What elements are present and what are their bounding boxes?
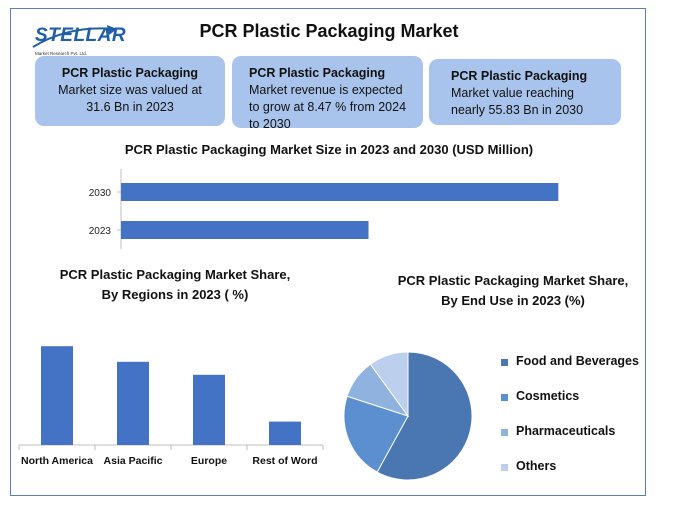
bar-europe (193, 374, 225, 445)
card-heading: PCR Plastic Packaging (451, 69, 588, 83)
legend-label: Pharmaceuticals (516, 424, 616, 438)
pie-slice-cosmetics (343, 395, 409, 473)
regions-chart-title-line1: PCR Plastic Packaging Market Share, (59, 267, 291, 282)
x-tick-label: Europe (191, 455, 227, 467)
end-use-pie-chart (343, 351, 473, 481)
card-text: Market value reaching nearly 55.83 Bn in… (451, 86, 584, 117)
card-text: Market revenue is expected to grow at 8.… (249, 83, 407, 131)
regions-chart-title: PCR Plastic Packaging Market Share, By R… (25, 265, 325, 305)
pie-slice-food-and-beverages (376, 351, 473, 481)
logo-swoosh-icon (32, 25, 117, 48)
logo-subtext: Market Research Pvt. Ltd. (35, 51, 88, 56)
pie-slice-others (369, 351, 409, 418)
bar-2023 (121, 221, 369, 239)
card-heading: PCR Plastic Packaging (61, 66, 199, 80)
x-tick-label: Rest of Word (252, 455, 317, 467)
bar-north-america (41, 346, 73, 445)
regions-chart-title-line2: By Regions in 2023 ( %) (101, 287, 249, 302)
legend-label: Others (516, 459, 557, 473)
legend-swatch (501, 464, 508, 471)
market-size-chart-title: PCR Plastic Packaging Market Size in 202… (124, 142, 534, 157)
page-title: PCR Plastic Packaging Market (199, 21, 459, 41)
end-use-chart-title: PCR Plastic Packaging Market Share, By E… (363, 271, 663, 311)
bar-asia-pacific (117, 361, 149, 445)
legend-swatch (501, 429, 508, 436)
info-card-market-value: PCR Plastic Packaging Market value reach… (429, 59, 621, 125)
bar-2030 (121, 183, 559, 201)
info-card-growth: PCR Plastic Packaging Market revenue is … (232, 56, 423, 131)
y-tick-label-2023: 2023 (89, 226, 112, 237)
logo-text: STELLAR (35, 25, 127, 46)
legend-label: Food and Beverages (516, 354, 639, 368)
infographic-frame: STELLAR Market Research Pvt. Ltd. PCR Pl… (10, 8, 646, 496)
end-use-chart-title-line2: By End Use in 2023 (%) (441, 293, 585, 308)
legend-swatch (501, 359, 508, 366)
card-heading: PCR Plastic Packaging (249, 66, 386, 80)
end-use-chart-title-line1: PCR Plastic Packaging Market Share, (397, 273, 629, 288)
legend-swatch (501, 394, 508, 401)
bar-rest-of-word (269, 421, 301, 445)
market-size-bar-chart: 2030 2023 (89, 169, 559, 249)
card-text: Market size was valued at 31.6 Bn in 202… (58, 83, 202, 114)
info-card-market-size: PCR Plastic Packaging Market size was va… (35, 56, 225, 126)
x-tick-label: North America (21, 455, 93, 467)
regions-bar-chart: North America Asia Pacific Europe Rest of W… (18, 346, 324, 467)
x-tick-label: Asia Pacific (104, 455, 163, 467)
y-tick-label-2030: 2030 (89, 188, 112, 199)
logo: STELLAR Market Research Pvt. Ltd. (29, 21, 126, 63)
legend-label: Cosmetics (516, 389, 580, 403)
